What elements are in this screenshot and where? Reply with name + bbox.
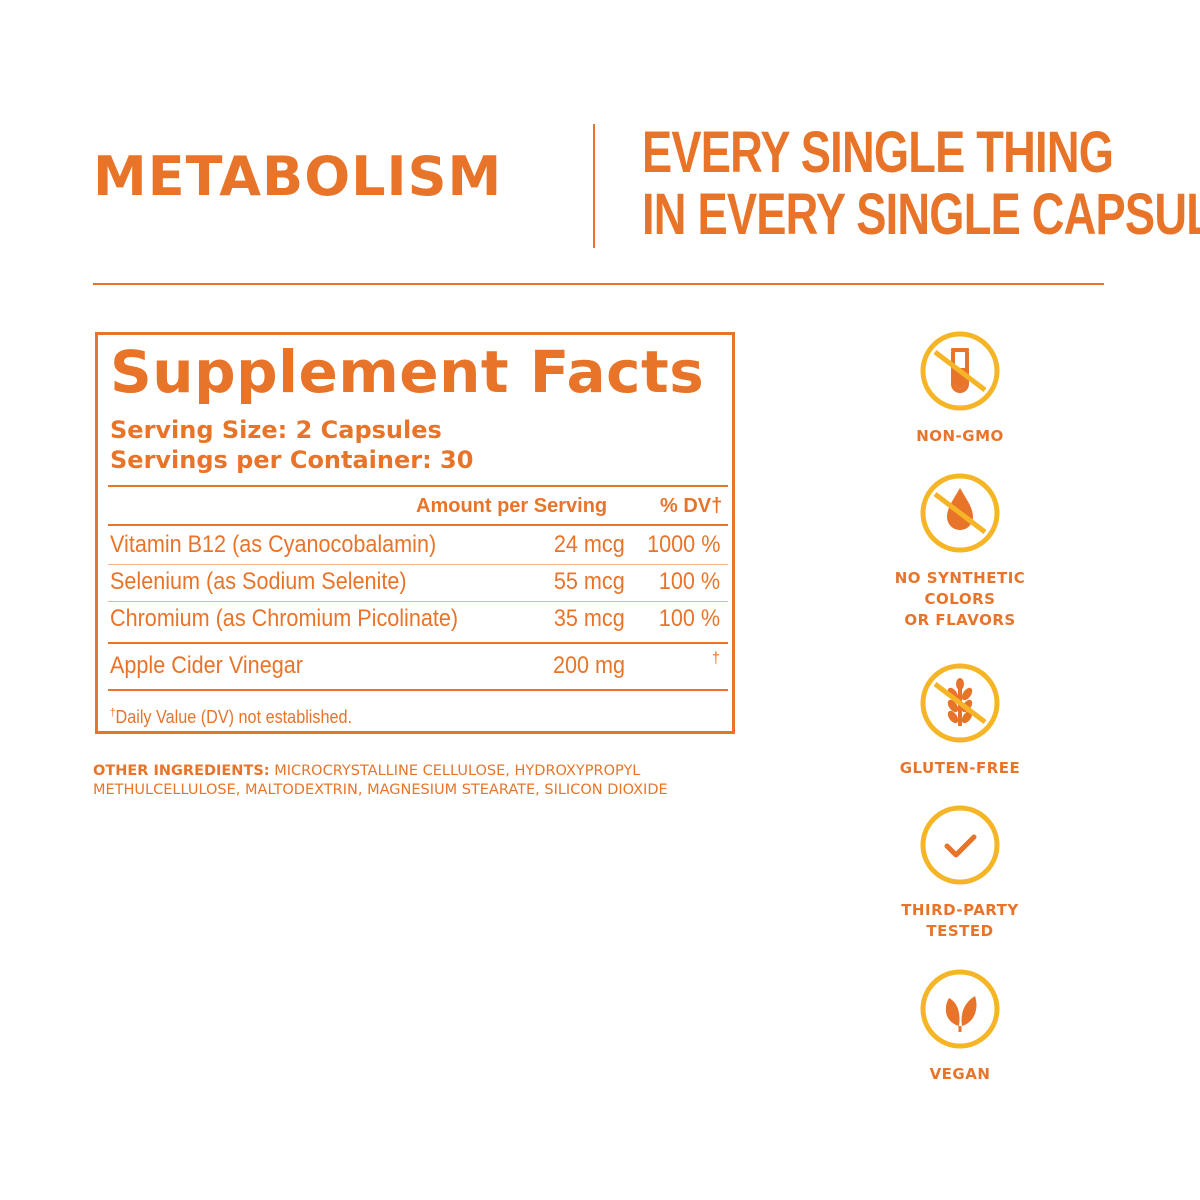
facts-title: Supplement Facts bbox=[110, 338, 705, 406]
badge-label-line: THIRD-PARTY bbox=[901, 901, 1019, 919]
badge-label: NON-GMO bbox=[860, 426, 1060, 447]
badge-label: VEGAN bbox=[860, 1064, 1060, 1085]
badge-label-line: COLORS bbox=[924, 590, 996, 608]
nutrient-row: Vitamin B12 (as Cyanocobalamin) 24 mcg 1… bbox=[108, 527, 728, 563]
badge-label: NO SYNTHETIC COLORS OR FLAVORS bbox=[860, 568, 1060, 631]
badge-label-line: VEGAN bbox=[929, 1065, 991, 1083]
nutrient-name: Chromium (as Chromium Picolinate) bbox=[110, 605, 459, 632]
nutrient-dv: † bbox=[711, 650, 720, 667]
nutrient-row: Chromium (as Chromium Picolinate) 35 mcg… bbox=[108, 601, 728, 637]
badge-label-line: NON-GMO bbox=[916, 427, 1004, 445]
nutrient-name: Vitamin B12 (as Cyanocobalamin) bbox=[110, 531, 437, 558]
facts-rule bbox=[108, 485, 728, 487]
no-gluten-wheat-icon bbox=[920, 663, 1000, 743]
nutrient-dv: 100 % bbox=[658, 568, 720, 595]
nutrient-amount: 35 mcg bbox=[554, 605, 625, 632]
checkmark-icon bbox=[920, 805, 1000, 885]
serving-size: Serving Size: 2 Capsules bbox=[110, 416, 442, 444]
tagline-line-2: IN EVERY SINGLE CAPSULE bbox=[642, 182, 1200, 247]
nutrient-name: Apple Cider Vinegar bbox=[110, 652, 303, 679]
nutrient-row: Apple Cider Vinegar 200 mg † bbox=[108, 648, 728, 684]
other-ingredients: OTHER INGREDIENTS: MICROCRYSTALLINE CELL… bbox=[93, 762, 733, 800]
servings-per-container: Servings per Container: 30 bbox=[110, 446, 474, 474]
facts-rule bbox=[108, 689, 728, 691]
badge-label-line: NO SYNTHETIC bbox=[894, 569, 1026, 587]
serving-info: Serving Size: 2 Capsules Servings per Co… bbox=[110, 415, 473, 475]
column-header-dv: % DV† bbox=[660, 495, 723, 517]
supplement-facts-panel: Supplement Facts Serving Size: 2 Capsule… bbox=[95, 332, 735, 734]
dv-footnote: †Daily Value (DV) not established. bbox=[110, 707, 352, 728]
badge-label-line: OR FLAVORS bbox=[904, 611, 1016, 629]
nutrient-row: Selenium (as Sodium Selenite) 55 mcg 100… bbox=[108, 564, 728, 600]
tagline: EVERY SINGLE THING IN EVERY SINGLE CAPSU… bbox=[642, 122, 1200, 246]
header-divider bbox=[593, 124, 595, 248]
column-header-amount: Amount per Serving bbox=[416, 495, 608, 517]
no-gmo-test-tube-icon bbox=[920, 331, 1000, 411]
nutrient-amount: 24 mcg bbox=[554, 531, 625, 558]
badge-label-line: TESTED bbox=[926, 922, 994, 940]
footnote-mark: † bbox=[110, 707, 116, 719]
facts-rule bbox=[108, 642, 728, 644]
nutrient-dv: 100 % bbox=[658, 605, 720, 632]
facts-rule bbox=[108, 524, 728, 526]
nutrient-name: Selenium (as Sodium Selenite) bbox=[110, 568, 407, 595]
tagline-line-1: EVERY SINGLE THING bbox=[642, 120, 1114, 185]
product-title: METABOLISM bbox=[93, 145, 503, 208]
other-ingredients-label: OTHER INGREDIENTS: bbox=[93, 763, 270, 779]
no-synthetic-drop-icon bbox=[920, 473, 1000, 553]
footnote-text: Daily Value (DV) not established. bbox=[115, 707, 353, 727]
nutrient-amount: 55 mcg bbox=[554, 568, 625, 595]
nutrient-dv: 1000 % bbox=[646, 531, 720, 558]
nutrient-amount: 200 mg bbox=[552, 652, 625, 679]
badge-label: GLUTEN-FREE bbox=[860, 758, 1060, 779]
badge-label: THIRD-PARTY TESTED bbox=[860, 900, 1060, 942]
other-ingredients-text: MICROCRYSTALLINE CELLULOSE, HYDROXYPROPY… bbox=[93, 763, 668, 798]
badge-label-line: GLUTEN-FREE bbox=[899, 759, 1021, 777]
section-divider bbox=[93, 283, 1104, 285]
facts-rule bbox=[108, 601, 728, 602]
leaf-icon bbox=[920, 969, 1000, 1049]
facts-rule bbox=[108, 564, 728, 565]
